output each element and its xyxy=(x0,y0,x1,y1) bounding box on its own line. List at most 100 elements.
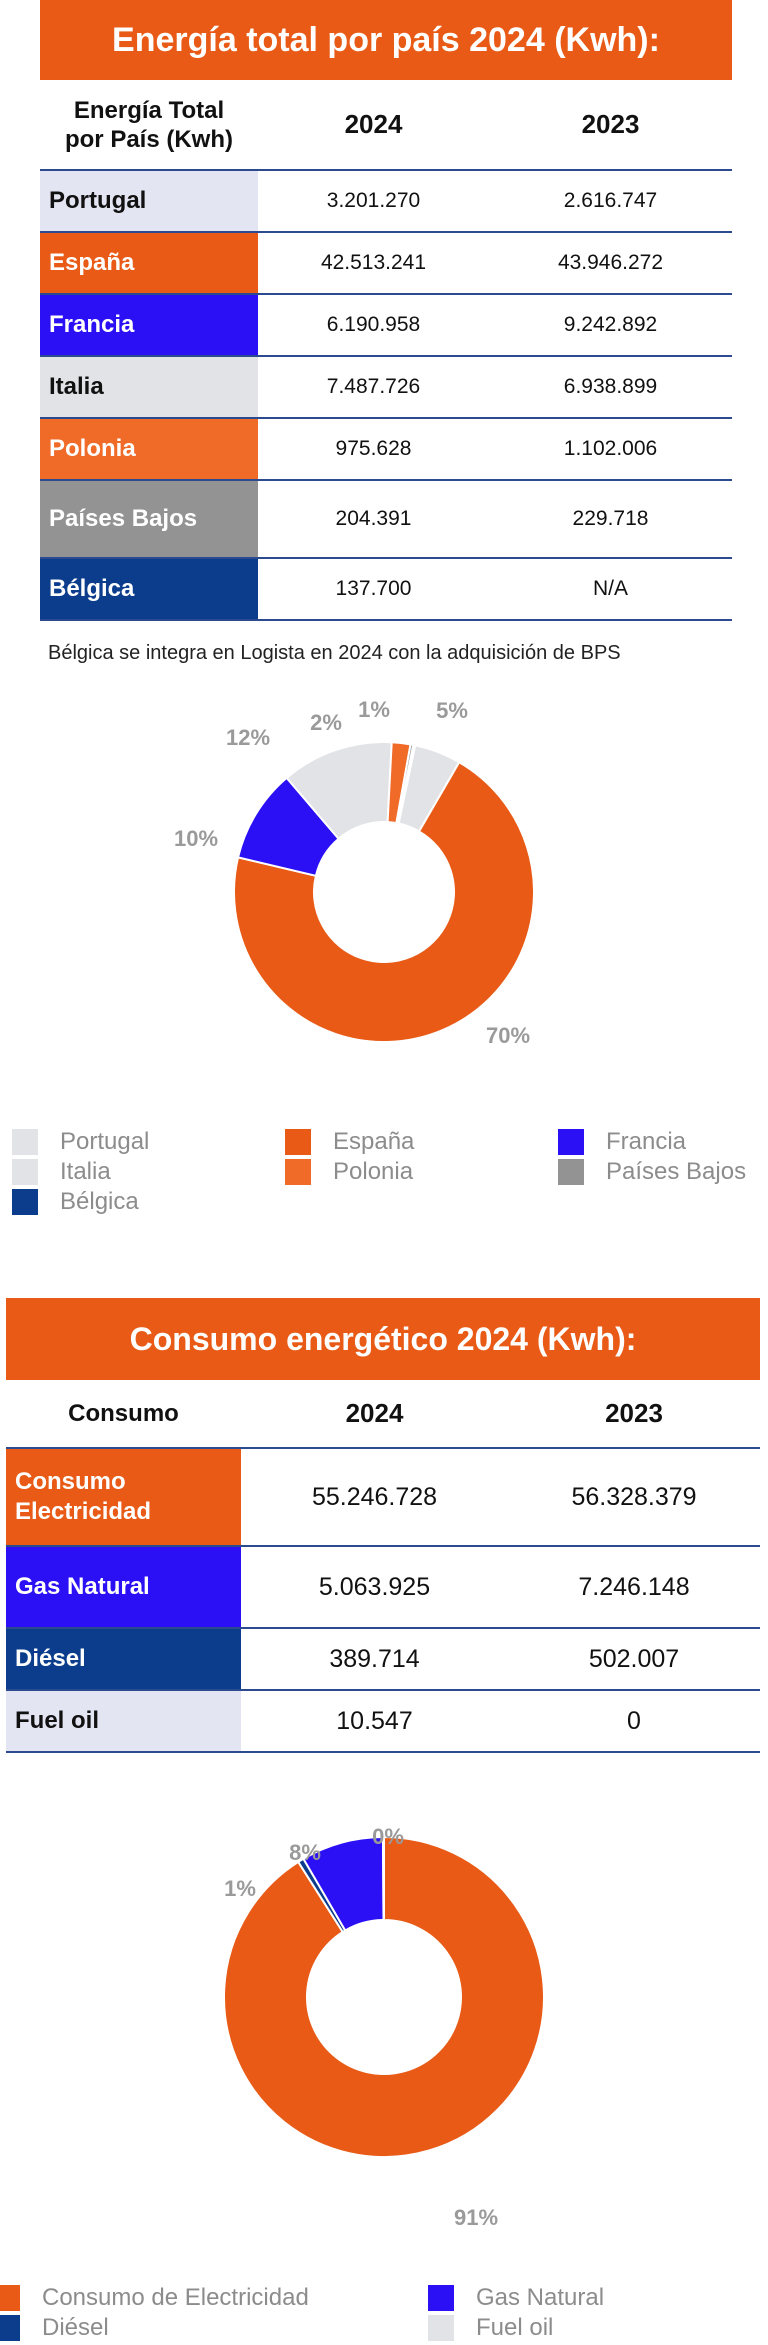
legend-swatch xyxy=(12,1129,38,1155)
year-2024-header: 2024 xyxy=(258,80,489,171)
legend-item-portugal: Portugal xyxy=(12,1128,149,1156)
belgium-note: Bélgica se integra en Logista en 2024 co… xyxy=(48,642,621,664)
slice-label-consumo-de-electricidad: 91% xyxy=(454,2205,498,2230)
value-2023-paises-bajos: 229.718 xyxy=(489,480,732,559)
table-row: Diésel 389.714 502.007 xyxy=(6,1628,760,1691)
legend-item-polonia: Polonia xyxy=(285,1158,413,1186)
table-row: Portugal 3.201.270 2.616.747 xyxy=(40,170,732,233)
table-row: Bélgica 137.700 N/A xyxy=(40,558,732,621)
row-label-portugal: Portugal xyxy=(40,170,258,233)
slice-label-gas-natural: 8% xyxy=(289,1840,321,1865)
legend-label: Fuel oil xyxy=(476,2314,554,2341)
slice-label-italia: 12% xyxy=(226,725,270,750)
value-2024-espana: 42.513.241 xyxy=(258,232,489,295)
row-label-gas-natural: Gas Natural xyxy=(6,1546,241,1629)
legend-item-francia: Francia xyxy=(558,1128,686,1156)
legend-label: Consumo de Electricidad xyxy=(42,2284,309,2311)
value-2023-fuel-oil: 0 xyxy=(508,1690,760,1753)
row-label-italia: Italia xyxy=(40,356,258,419)
legend-swatch xyxy=(428,2315,454,2341)
row-label-diesel: Diésel xyxy=(6,1628,241,1691)
table-row: Francia 6.190.958 9.242.892 xyxy=(40,294,732,357)
country-energy-table: Energía Total por País (Kwh) 2024 2023 P… xyxy=(40,80,732,621)
legend-label: Portugal xyxy=(60,1128,150,1155)
table-row: Consumo Electricidad 55.246.728 56.328.379 xyxy=(6,1448,760,1547)
table-header-row: Consumo 2024 2023 xyxy=(6,1380,760,1449)
slice-label-diesel: 1% xyxy=(224,1876,256,1901)
value-2023-espana: 43.946.272 xyxy=(489,232,732,295)
header-label-line1: Energía Total xyxy=(73,96,225,124)
table-row: Gas Natural 5.063.925 7.246.148 xyxy=(6,1546,760,1629)
legend-item-consumo-de-electricidad: Consumo de Electricidad xyxy=(0,2284,309,2312)
table-row: Polonia 975.628 1.102.006 xyxy=(40,418,732,481)
table-row: Italia 7.487.726 6.938.899 xyxy=(40,356,732,419)
value-2023-gas-natural: 7.246.148 xyxy=(508,1546,760,1629)
legend-label: Polonia xyxy=(333,1158,414,1185)
consumption-legend: Consumo de Electricidad Gas Natural Diésel… xyxy=(0,2284,768,2345)
legend-label: Diésel xyxy=(42,2314,109,2341)
legend-item-diesel: Diésel xyxy=(0,2314,109,2342)
value-2024-gas-natural: 5.063.925 xyxy=(241,1546,508,1629)
legend-swatch xyxy=(428,2285,454,2311)
header-label-line2: por País (Kwh) xyxy=(64,125,233,153)
value-2023-portugal: 2.616.747 xyxy=(489,170,732,233)
country-legend: Portugal España Francia Italia Polonia Países… xyxy=(0,1128,768,1224)
consumption-donut-chart: 91% 1% 8% 0% xyxy=(223,1824,546,2230)
legend-swatch xyxy=(558,1129,584,1155)
legend-swatch xyxy=(285,1129,311,1155)
row-label-espana: España xyxy=(40,232,258,295)
slice-belgica xyxy=(396,743,417,825)
value-2023-diesel: 502.007 xyxy=(508,1628,760,1691)
consumption-banner: Consumo energético 2024 (Kwh): xyxy=(6,1298,760,1380)
legend-label: Italia xyxy=(60,1158,111,1185)
consumption-title: Consumo energético 2024 (Kwh): xyxy=(129,1320,637,1357)
value-2023-francia: 9.242.892 xyxy=(489,294,732,357)
consumption-table: Consumo 2024 2023 Consumo Electricidad 55… xyxy=(6,1380,760,1753)
value-2024-fuel-oil: 10.547 xyxy=(241,1690,508,1753)
value-2023-polonia: 1.102.006 xyxy=(489,418,732,481)
row-label-polonia: Polonia xyxy=(40,418,258,481)
legend-swatch xyxy=(285,1159,311,1185)
slice-label-belgica: 1% xyxy=(358,697,390,722)
value-2024-portugal: 3.201.270 xyxy=(258,170,489,233)
legend-swatch xyxy=(12,1189,38,1215)
country-column-header: Energía Total por País (Kwh) xyxy=(40,80,258,171)
legend-swatch xyxy=(0,2285,20,2311)
value-2024-belgica: 137.700 xyxy=(258,558,489,621)
value-2024-diesel: 389.714 xyxy=(241,1628,508,1691)
slice-label-fuel-oil: 0% xyxy=(372,1824,404,1849)
legend-item-fuel-oil: Fuel oil xyxy=(428,2314,553,2342)
legend-label: España xyxy=(333,1128,415,1155)
value-2024-paises-bajos: 204.391 xyxy=(258,480,489,559)
row-label-fuel-oil: Fuel oil xyxy=(6,1690,241,1753)
table-row: Países Bajos 204.391 229.718 xyxy=(40,480,732,559)
legend-item-italia: Italia xyxy=(12,1158,111,1186)
slice-label-portugal: 5% xyxy=(436,698,468,723)
year-2023-header: 2023 xyxy=(508,1380,760,1449)
row-label-paises-bajos: Países Bajos xyxy=(40,480,258,559)
slice-label-francia: 10% xyxy=(174,826,218,851)
table-row: España 42.513.241 43.946.272 xyxy=(40,232,732,295)
slice-label-espana: 70% xyxy=(486,1023,530,1048)
value-2023-consumo-electricidad: 56.328.379 xyxy=(508,1448,760,1547)
slice-label-polonia: 2% xyxy=(310,710,342,735)
value-2024-consumo-electricidad: 55.246.728 xyxy=(241,1448,508,1547)
row-label-consumo-electricidad: Consumo Electricidad xyxy=(6,1448,241,1547)
legend-item-gas-natural: Gas Natural xyxy=(428,2284,604,2312)
country-energy-banner: Energía total por país 2024 (Kwh): xyxy=(40,0,732,80)
table-row: Fuel oil 10.547 0 xyxy=(6,1690,760,1753)
country-donut-chart: 5% 70% 10% 12% 2% 1% xyxy=(174,697,535,1048)
legend-swatch xyxy=(12,1159,38,1185)
row-label-belgica: Bélgica xyxy=(40,558,258,621)
legend-item-espana: España xyxy=(285,1128,414,1156)
country-energy-title: Energía total por país 2024 (Kwh): xyxy=(112,20,660,59)
value-2024-italia: 7.487.726 xyxy=(258,356,489,419)
year-2024-header: 2024 xyxy=(241,1380,508,1449)
value-2024-francia: 6.190.958 xyxy=(258,294,489,357)
year-2023-header: 2023 xyxy=(489,80,732,171)
value-2023-belgica: N/A xyxy=(489,558,732,621)
consumption-column-header: Consumo xyxy=(6,1380,241,1449)
slice-espana xyxy=(233,760,535,1043)
legend-label: Bélgica xyxy=(60,1188,139,1215)
slice-fuel-oil xyxy=(381,1835,385,1922)
